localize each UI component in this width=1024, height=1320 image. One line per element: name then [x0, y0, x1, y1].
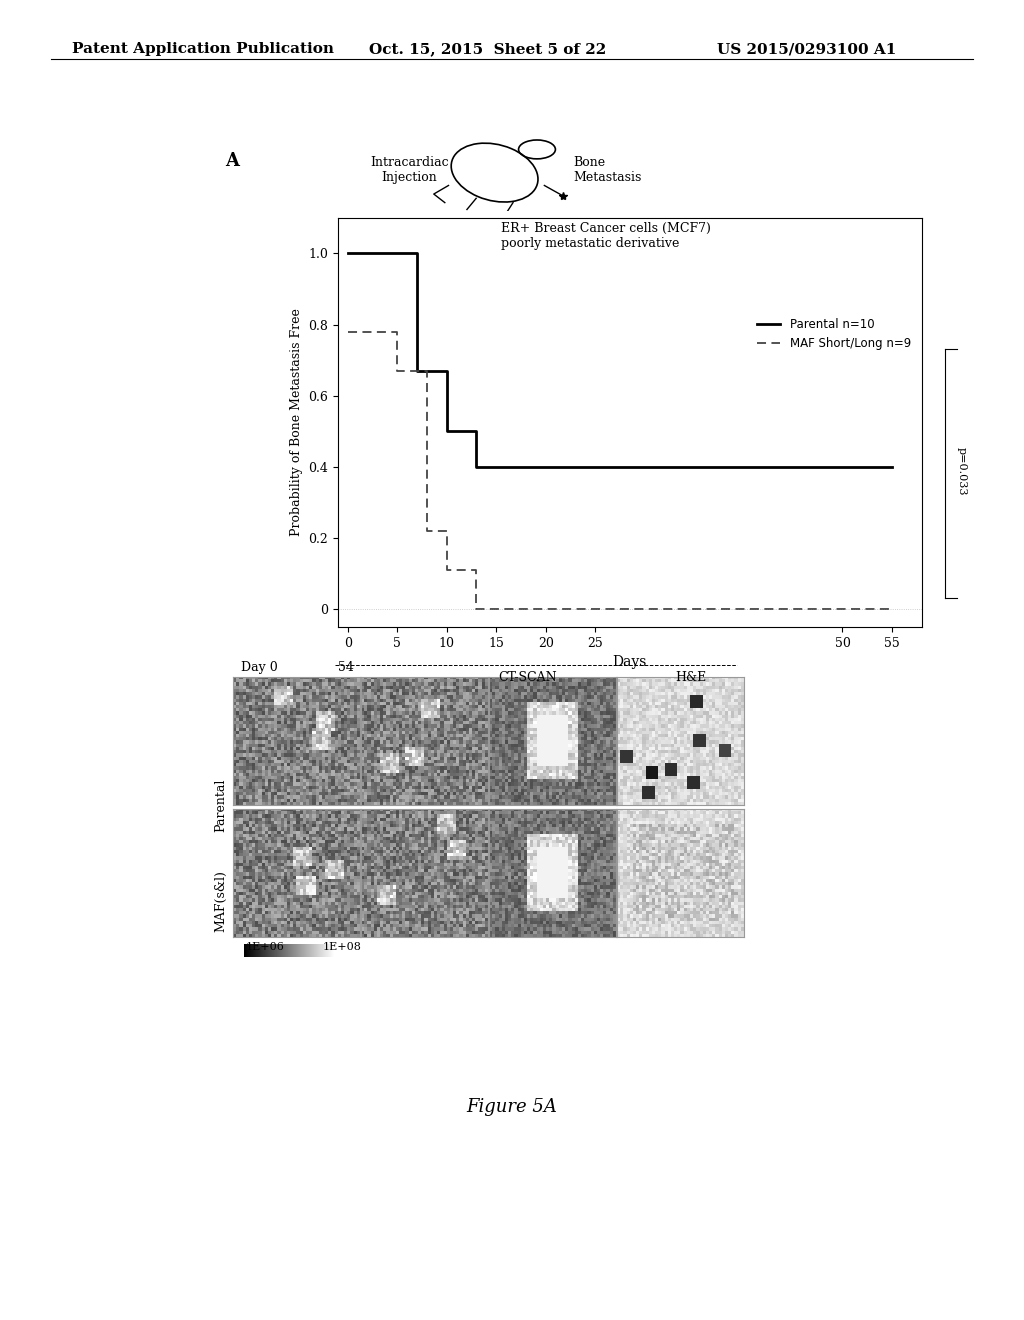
Text: Intracardiac
Injection: Intracardiac Injection [371, 156, 449, 183]
Text: p=0.033: p=0.033 [956, 447, 967, 496]
X-axis label: Days: Days [612, 655, 647, 669]
Text: 54: 54 [338, 661, 354, 675]
Y-axis label: Probability of Bone Metastasis Free: Probability of Bone Metastasis Free [290, 309, 303, 536]
Text: US 2015/0293100 A1: US 2015/0293100 A1 [717, 42, 896, 57]
Text: Figure 5A: Figure 5A [467, 1098, 557, 1117]
Text: MAF(s&l): MAF(s&l) [214, 871, 227, 932]
Text: Oct. 15, 2015  Sheet 5 of 22: Oct. 15, 2015 Sheet 5 of 22 [369, 42, 606, 57]
Text: CT-SCAN: CT-SCAN [498, 671, 557, 684]
Text: Parental: Parental [214, 779, 227, 832]
Text: H&E: H&E [676, 671, 707, 684]
Text: 1E+06: 1E+06 [246, 942, 285, 953]
Text: Day 0: Day 0 [241, 661, 278, 675]
Text: A: A [225, 152, 240, 170]
Text: ER+ Breast Cancer cells (MCF7)
poorly metastatic derivative: ER+ Breast Cancer cells (MCF7) poorly me… [502, 222, 712, 249]
Text: 1E+08: 1E+08 [323, 942, 361, 953]
Text: Bone
Metastasis: Bone Metastasis [573, 156, 642, 183]
Text: Patent Application Publication: Patent Application Publication [72, 42, 334, 57]
Legend: Parental n=10, MAF Short/Long n=9: Parental n=10, MAF Short/Long n=9 [752, 314, 915, 355]
